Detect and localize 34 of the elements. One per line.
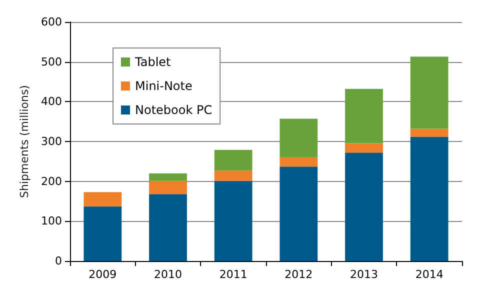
y-tick-label: 200 — [41, 174, 62, 188]
bar — [149, 173, 187, 181]
legend-label: Tablet — [134, 55, 172, 69]
bar — [149, 194, 187, 261]
x-tick-label: 2014 — [415, 268, 444, 281]
y-tick-label: 400 — [41, 95, 62, 108]
bar — [214, 180, 252, 261]
x-tick-label: 2009 — [88, 268, 117, 281]
y-axis-title: Shipments (millions) — [18, 85, 32, 198]
x-tick-label: 2011 — [219, 268, 248, 281]
y-tick-label: 300 — [41, 135, 62, 148]
bar — [410, 56, 448, 129]
bar — [214, 150, 252, 171]
bar — [410, 128, 448, 137]
bar — [149, 180, 187, 194]
y-tick-label: 100 — [41, 214, 62, 228]
bar — [410, 136, 448, 261]
x-tick-label: 2013 — [350, 268, 378, 281]
bar — [280, 157, 318, 167]
x-tick-label: 2010 — [154, 268, 182, 281]
x-tick-label: 2012 — [284, 268, 313, 281]
y-tick-label: 0 — [55, 254, 62, 268]
bar — [345, 143, 383, 153]
legend-label: Notebook PC — [135, 103, 212, 117]
y-tick-label: 500 — [41, 55, 62, 68]
y-tick-label: 600 — [41, 16, 62, 28]
bar — [280, 166, 318, 261]
bar — [345, 152, 383, 261]
bar — [214, 170, 252, 181]
bar — [345, 88, 383, 144]
bar — [84, 192, 122, 206]
bar — [280, 118, 318, 158]
legend-label: Mini-Note — [135, 79, 192, 93]
bar — [84, 206, 122, 261]
